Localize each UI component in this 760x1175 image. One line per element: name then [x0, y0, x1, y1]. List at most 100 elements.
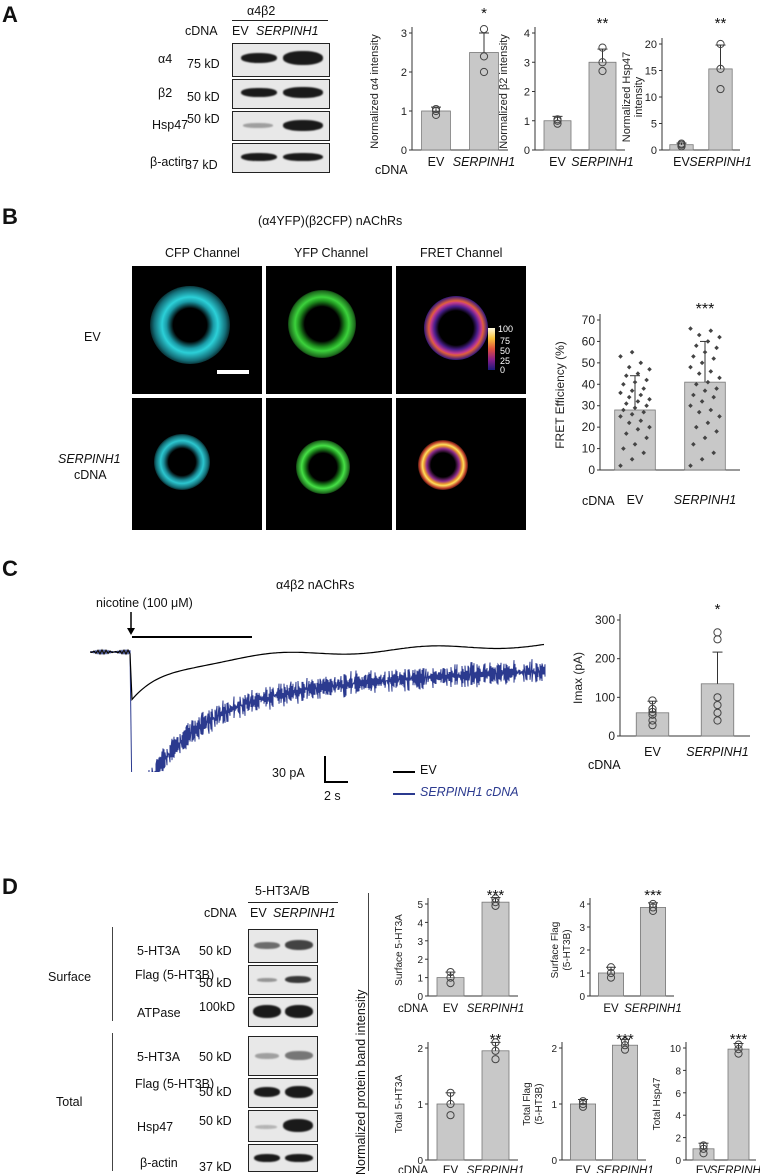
- data-point: [648, 696, 657, 705]
- bar-SERPINH1: [481, 901, 510, 997]
- x-tick-label: EV: [549, 155, 566, 169]
- y-tick-label: 100: [595, 690, 615, 704]
- data-point: [479, 52, 489, 61]
- x-tick-label: SERPINH1: [674, 493, 737, 507]
- data-point: [598, 66, 607, 76]
- data-point: [694, 381, 699, 387]
- data-point: [694, 343, 699, 349]
- x-tick-label: EV: [644, 745, 661, 759]
- channel-label-yfp: YFP Channel: [294, 246, 369, 260]
- colorbar-tick-75: 75: [500, 336, 511, 346]
- x-tick-label: SERPINH1: [686, 745, 749, 759]
- y-tick-label: 20: [645, 39, 657, 51]
- data-point: [620, 1041, 630, 1050]
- legend-ev-label: EV: [420, 763, 437, 777]
- scale-bar: [217, 370, 249, 374]
- blot-d-total-hsp47-mw: 50 kD: [199, 1114, 232, 1128]
- x-tick-label: SERPINH1: [453, 155, 516, 169]
- colorbar-tick-25: 25: [500, 356, 511, 366]
- y-tick-label: 40: [582, 377, 596, 391]
- chart-d-total-5ht3a: 0 1 2 Total 5-HT3A EV SERPINH1 ** cDNA: [394, 1031, 524, 1173]
- y-tick-label: 1: [417, 974, 423, 985]
- data-point: [696, 332, 702, 338]
- data-point: [632, 379, 638, 385]
- x-tick-label: EV: [603, 1003, 619, 1015]
- chart-a-alpha4: 0 1 2 3 Normalized α4 intensity EV SERPINH1 *: [369, 5, 515, 169]
- blot-d-lane-serpinh1: SERPINH1: [273, 906, 336, 920]
- scale-bar-horizontal: [324, 781, 348, 783]
- panel-b-chart: 0 10 20 30 40 50 60 70 FRET Efficiency (%) EV SERP…: [553, 301, 740, 507]
- panel-label-a: A: [2, 2, 18, 27]
- blot-d-strip-surface-5ht3a: [248, 929, 318, 963]
- data-point: [621, 381, 626, 387]
- scale-x-label: 2 s: [324, 789, 341, 803]
- blot-d-cdna-label: cDNA: [204, 906, 237, 920]
- blot-d-surface-5ht3a: 5-HT3A: [137, 944, 181, 958]
- data-point: [491, 1046, 500, 1055]
- nicotine-arrow-head: [127, 628, 135, 635]
- chart-d-surface-flag: 0 1 2 3 4 Surface Flag (5-HT3B) EV SERPINH1 ***: [550, 887, 682, 1015]
- data-point: [491, 894, 500, 903]
- row-label-ev: EV: [84, 330, 101, 344]
- y-tick-label: 3: [579, 923, 585, 934]
- data-point: [491, 1055, 500, 1064]
- bar-SERPINH1: [684, 381, 726, 471]
- bar-SERPINH1: [611, 1044, 638, 1161]
- y-axis-label: Total Hsp47: [652, 1077, 663, 1130]
- data-point: [647, 366, 652, 372]
- channel-label-fret: FRET Channel: [420, 246, 503, 260]
- data-point: [699, 1141, 708, 1150]
- data-point: [624, 431, 629, 436]
- blot-d-surface-flag-mw: 50 kD: [199, 976, 232, 990]
- x-tick-label: SERPINH1: [467, 1165, 525, 1173]
- bar-EV: [569, 1103, 596, 1161]
- blot-a-protein-alpha4: α4: [158, 52, 173, 66]
- y-tick-label: 1: [579, 969, 585, 980]
- x-tick-label: EV: [443, 1003, 459, 1015]
- data-point: [713, 708, 722, 717]
- y-axis-label: Surface 5-HT3A: [394, 914, 405, 986]
- data-point: [638, 360, 644, 366]
- legend-ev-swatch: [393, 771, 415, 773]
- data-point: [647, 396, 652, 402]
- blot-d-total-bactin-mw: 37 kD: [199, 1160, 232, 1174]
- data-point: [578, 1102, 588, 1111]
- data-point: [621, 407, 626, 413]
- y-tick-label: 2: [401, 67, 407, 79]
- x-tick-label: EV: [627, 493, 644, 507]
- y-tick-label: 50: [582, 356, 596, 370]
- data-point: [644, 403, 649, 409]
- y-tick-label: 0: [524, 145, 530, 157]
- chart-a-hsp47: 0 5 10 15 20 Normalized Hsp47 intensity EV SERPI…: [621, 15, 752, 169]
- data-point: [708, 328, 714, 334]
- scale-y-label: 30 pA: [272, 766, 305, 780]
- data-point: [446, 967, 455, 977]
- row-label-serpinh1: SERPINH1: [58, 452, 121, 466]
- y-tick-label: 70: [582, 313, 596, 327]
- data-point: [598, 58, 607, 67]
- bar-SERPINH1: [708, 68, 733, 151]
- blot-a-strip-hsp47: [232, 111, 330, 141]
- data-point: [624, 401, 629, 406]
- data-point: [606, 968, 616, 978]
- y-axis-label: intensity: [633, 76, 645, 117]
- current-trace: [90, 612, 546, 772]
- data-point: [699, 456, 705, 462]
- significance-stars: **: [597, 15, 609, 32]
- blot-d-total-flag-mw: 50 kD: [199, 1085, 232, 1099]
- channel-label-cfp: CFP Channel: [165, 246, 240, 260]
- data-point: [635, 399, 641, 404]
- data-point: [708, 369, 714, 374]
- data-point: [708, 407, 714, 413]
- y-tick-label: 0: [401, 145, 407, 157]
- data-point: [431, 110, 441, 120]
- y-axis-label: (5-HT3B): [562, 929, 573, 970]
- data-point: [717, 334, 722, 340]
- data-point: [713, 700, 722, 710]
- y-tick-label: 4: [675, 1111, 681, 1122]
- x-tick-label: SERPINH1: [571, 155, 634, 169]
- y-axis-label: Normalized β2 intensity: [498, 34, 510, 149]
- data-point: [446, 1088, 455, 1097]
- data-point: [648, 899, 658, 909]
